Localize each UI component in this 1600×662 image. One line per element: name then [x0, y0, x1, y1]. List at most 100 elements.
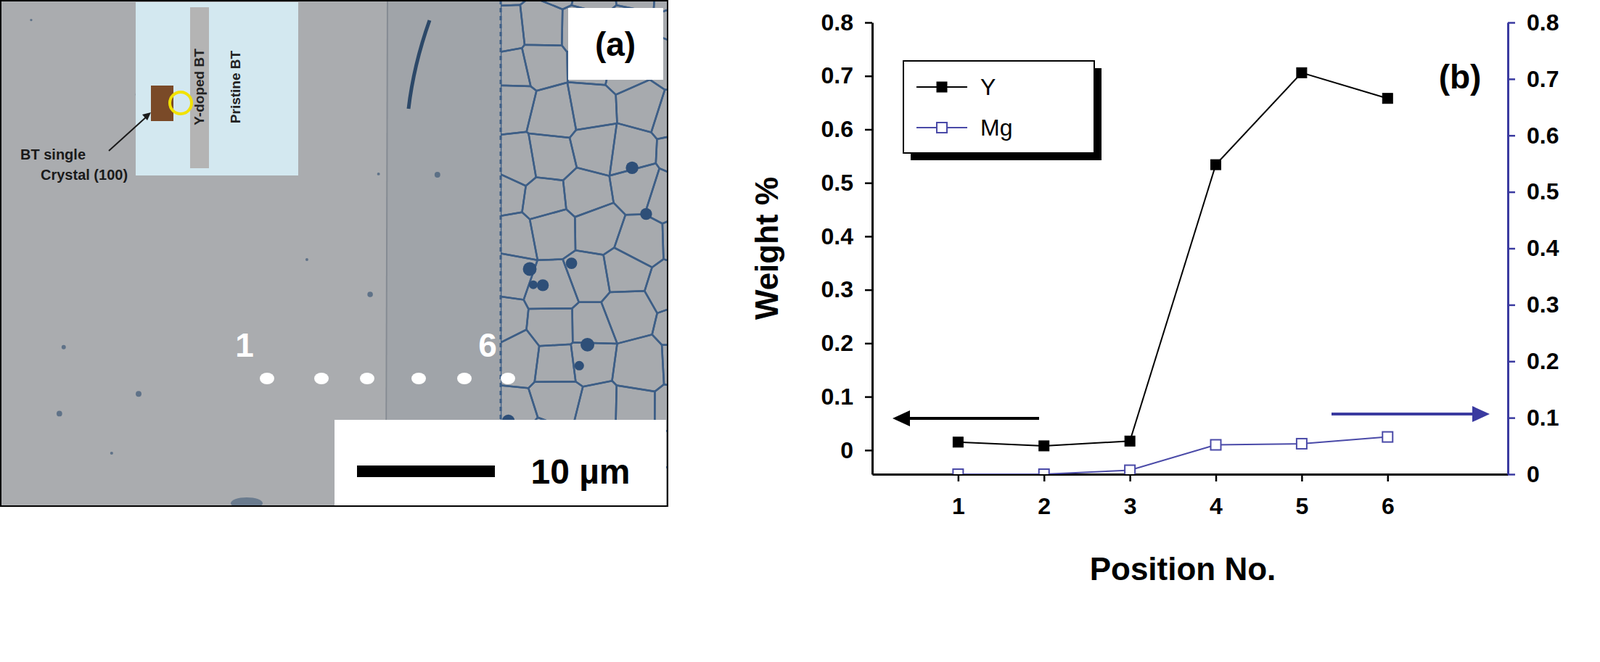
panel-label: (a) [595, 25, 636, 64]
panel-frame [0, 0, 668, 507]
pore [523, 262, 537, 277]
grain-boundary [644, 259, 669, 313]
inset-label: Pristine BT [227, 50, 244, 124]
pore [574, 361, 585, 371]
axis-arrow-head [1472, 406, 1490, 423]
grain-boundary [574, 203, 626, 256]
scan-point [411, 372, 426, 385]
tick: 2 [1037, 474, 1051, 520]
grain-boundary [572, 302, 618, 344]
tick-mark [1301, 474, 1304, 482]
tick-mark [864, 235, 873, 239]
speck [305, 258, 309, 262]
tick-mark [1215, 474, 1218, 482]
tick-label: 0.5 [1526, 178, 1559, 205]
panel-label-box [568, 7, 664, 80]
tick-mark [864, 396, 873, 399]
axis-arrow [1331, 412, 1476, 416]
micrograph [0, 0, 669, 508]
grain-boundary [609, 123, 657, 176]
panel-label: (b) [1438, 58, 1482, 96]
scan-point [359, 372, 375, 385]
pore [580, 338, 595, 352]
scale-bar-box [334, 420, 667, 508]
tick: 0.5 [1507, 178, 1559, 205]
tick-label: 0.2 [1526, 348, 1559, 375]
axis-arrow-head [892, 410, 910, 427]
tick: 0.4 [821, 223, 873, 250]
doped-layer-strip [190, 7, 209, 169]
tick: 4 [1209, 474, 1223, 520]
legend-marker [936, 122, 947, 133]
crystal-label: BT single [20, 146, 86, 163]
crack [408, 20, 430, 109]
speck [434, 171, 441, 178]
y-axis: 00.10.20.30.40.50.60.70.8 [821, 9, 873, 476]
tick: 0.8 [821, 9, 873, 36]
tick-mark [1507, 191, 1516, 194]
analysis-spot [169, 92, 192, 114]
tick-mark [957, 474, 960, 482]
scan-point [500, 372, 516, 385]
speck [56, 411, 63, 418]
grain-boundary [567, 81, 618, 130]
tick-mark [1507, 78, 1516, 81]
tick-label: 0.2 [821, 330, 854, 357]
series-line [957, 437, 1388, 475]
tick-label: 0 [840, 437, 854, 464]
grain-boundary [500, 330, 540, 389]
grain-boundary [563, 250, 611, 303]
micrograph-background [0, 0, 669, 508]
tick: 3 [1123, 474, 1138, 520]
grain-boundary [650, 87, 669, 140]
tick: 0.2 [1507, 348, 1559, 375]
inset-background [135, 2, 299, 176]
legend-entry: Y [916, 74, 996, 101]
tick: 0.1 [821, 383, 873, 410]
pore [528, 280, 538, 290]
crystal-label: Crystal (100) [40, 166, 128, 183]
tick-mark [864, 182, 873, 185]
tick: 0.5 [821, 169, 873, 196]
y-axis-title: Weight % [748, 177, 785, 320]
tick-label: 5 [1295, 493, 1309, 520]
data-point [1039, 441, 1050, 452]
legend-label: Y [980, 74, 996, 101]
data-point [1296, 67, 1307, 78]
speck [61, 345, 67, 350]
speck [29, 18, 32, 22]
tick: 0.1 [1507, 404, 1559, 432]
tick-label: 0.4 [1526, 235, 1560, 262]
tick-label: 0.7 [1526, 66, 1559, 93]
tick: 0.8 [1507, 9, 1559, 36]
grain-boundary [529, 209, 576, 261]
x-axis: 123456 [872, 474, 1509, 520]
tick-label: 0.3 [821, 276, 854, 303]
tick-mark [1507, 417, 1516, 420]
tick-label: 0.6 [1526, 121, 1559, 149]
axis-arrow [907, 417, 1040, 421]
tick-label: 0.5 [821, 169, 854, 196]
scan-point [457, 372, 472, 385]
tick-mark [1507, 134, 1516, 138]
tick: 0.6 [1507, 121, 1559, 149]
tick-label: 0.8 [1526, 9, 1559, 36]
scan-label: 1 [235, 326, 254, 365]
tick-label: 4 [1209, 493, 1223, 520]
pointer-line [108, 116, 148, 151]
data-point [952, 437, 963, 448]
speck [367, 291, 373, 298]
tick-mark [864, 289, 873, 292]
pore [565, 257, 578, 270]
tick: 0.3 [1507, 291, 1559, 318]
data-point [1211, 440, 1222, 451]
speck [377, 172, 381, 176]
tick: 0.7 [821, 62, 873, 89]
grain-boundary [521, 177, 566, 220]
tick-mark [1507, 21, 1516, 24]
legend-marker [936, 81, 947, 93]
scale-bar-label: 10 µm [530, 452, 630, 492]
data-point [1211, 159, 1222, 170]
tick-label: 2 [1037, 493, 1051, 520]
pore [640, 208, 652, 220]
